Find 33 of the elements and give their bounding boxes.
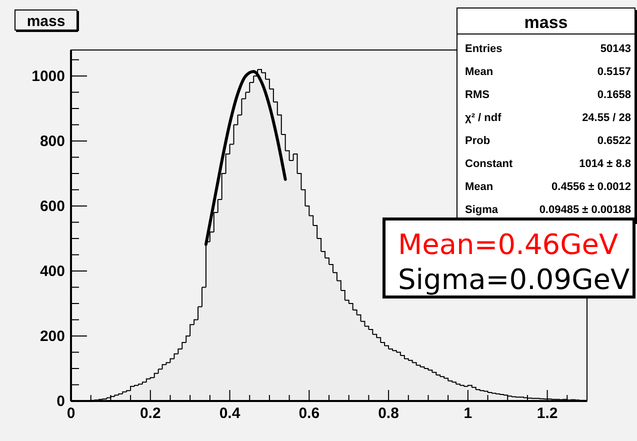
text: 50143 — [600, 43, 631, 55]
annotation: Mean=0.46GeV — [398, 228, 618, 261]
x-tick-label: 0.8 — [378, 405, 399, 422]
x-tick-label: 0 — [66, 405, 76, 422]
x-tick-label: 0.2 — [140, 405, 161, 422]
annotation: χ² / ndf — [465, 112, 502, 124]
annotation: Constant — [465, 158, 513, 170]
annotation: 1014 ± 8.8 — [579, 158, 631, 170]
y-tick-label: 1000 — [32, 68, 65, 85]
y-tick-label: 0 — [56, 393, 65, 410]
text: mass — [524, 13, 568, 32]
annotation: Mean — [465, 66, 494, 78]
y-tick-label: 400 — [40, 263, 65, 280]
x-tick-label: 0.6 — [298, 405, 320, 422]
annotation: Mean — [465, 181, 494, 193]
x-tick-label: 0.4 — [219, 405, 241, 422]
annotation: 0.4556 ± 0.0012 — [552, 181, 631, 193]
text: 0.1658 — [597, 89, 631, 101]
annotation: Prob — [465, 135, 490, 147]
chart-title: mass — [26, 13, 66, 30]
annotation: Entries — [465, 43, 502, 55]
x-tick-label: 1.2 — [536, 405, 558, 422]
annotation: 24.55 / 28 — [582, 112, 631, 124]
x-tick-label: 1 — [464, 405, 472, 422]
y-tick-label: 600 — [40, 198, 65, 215]
y-tick-label: 200 — [40, 328, 65, 345]
text: 0.6522 — [597, 135, 631, 147]
annotation: Sigma=0.09GeV — [398, 263, 630, 296]
y-tick-label: 800 — [40, 133, 65, 150]
annotation: Sigma — [465, 204, 499, 216]
annotation: RMS — [465, 89, 490, 101]
text: 0.5157 — [597, 66, 631, 78]
annotation: 0.09485 ± 0.00188 — [539, 204, 631, 216]
